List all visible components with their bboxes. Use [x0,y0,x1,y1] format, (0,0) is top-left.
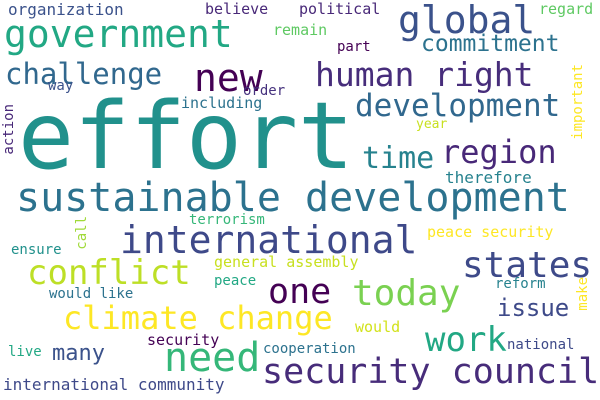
word-one: one [268,272,332,312]
word-issue: issue [497,294,570,322]
word-remain: remain [273,21,328,39]
word-important: important [570,64,586,140]
word-new: new [194,56,263,100]
word-many: many [52,341,105,366]
word-sustainable-development: sustainable development [16,175,570,221]
word-action: action [1,104,17,155]
word-year: year [416,117,448,132]
word-peace: peace [214,273,257,289]
word-states: states [462,245,593,286]
word-believe: believe [205,0,269,18]
word-way: way [48,78,74,94]
word-general-assembly: general assembly [214,253,359,271]
word-terrorism: terrorism [189,212,265,228]
word-political: political [299,0,381,18]
word-reform: reform [495,276,546,292]
word-challenge: challenge [5,57,163,91]
word-live: live [8,344,42,360]
word-need: need [164,335,261,381]
word-would-like: would like [49,286,134,302]
word-today: today [352,273,461,314]
word-would: would [355,318,401,336]
word-make: make [575,277,591,311]
word-commitment: commitment [421,31,560,57]
word-regard: regard [539,0,594,18]
word-security: security [147,331,220,349]
word-government: government [4,12,233,56]
word-international-community: international community [3,375,225,394]
word-therefore: therefore [445,168,532,187]
word-ensure: ensure [11,242,62,258]
word-peace-security: peace security [427,223,554,241]
word-call: call [74,216,90,250]
word-including: including [181,94,263,112]
word-part: part [337,39,371,55]
word-development: development [355,88,561,124]
word-international: international [120,218,418,262]
word-effort: effort [18,82,354,190]
word-national: national [507,337,575,353]
word-security-council: security council [262,352,600,392]
word-region: region [441,133,557,171]
word-climate-change: climate change [63,299,333,337]
word-global: global [398,0,536,42]
word-work: work [425,320,507,360]
word-order: order [243,83,286,99]
word-organization: organization [8,0,124,19]
word-cooperation: cooperation [263,341,356,357]
word-human-right: human right [315,55,534,94]
word-time: time [362,141,435,176]
word-conflict: conflict [27,253,191,293]
